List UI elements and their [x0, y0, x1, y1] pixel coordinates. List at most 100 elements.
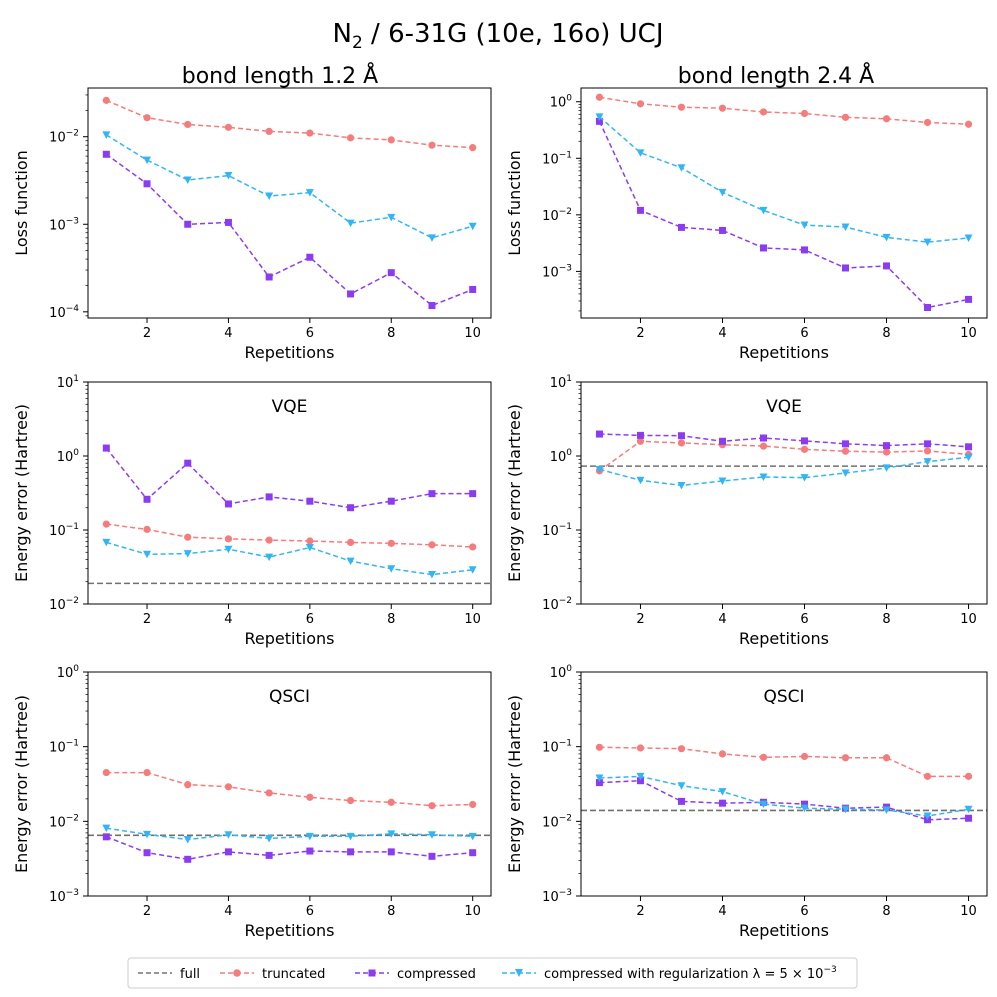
data-point-regularized — [427, 831, 436, 839]
legend-label-compressed: compressed — [397, 967, 476, 982]
x-tick-label: 10 — [464, 612, 481, 627]
data-point-regularized — [964, 453, 973, 462]
data-point-regularized — [346, 832, 355, 841]
data-point-truncated — [759, 442, 768, 450]
data-point-compressed — [965, 295, 973, 303]
data-point-truncated — [595, 93, 604, 101]
data-point-truncated — [224, 783, 233, 791]
plot-frame — [580, 671, 988, 897]
y-tick-label-exponent: 0 — [566, 448, 572, 458]
data-point-truncated — [224, 535, 233, 543]
data-point-truncated — [882, 754, 891, 762]
data-point-truncated — [636, 437, 645, 445]
x-tick-label: 10 — [960, 326, 977, 341]
panel-title: QSCI — [269, 687, 310, 707]
legend-marker-regularized — [515, 969, 523, 977]
y-tick-label: 10−1 — [49, 522, 79, 539]
x-tick-label: 2 — [143, 904, 151, 919]
data-point-truncated — [184, 120, 192, 129]
data-point-regularized — [595, 774, 604, 783]
y-tick-label-base: 10 — [49, 890, 66, 905]
y-tick-label-base: 10 — [542, 152, 559, 167]
data-point-regularized — [224, 831, 233, 839]
data-point-compressed — [347, 290, 355, 298]
figure-title-main: N — [333, 19, 352, 49]
y-tick-label-base: 10 — [49, 815, 66, 830]
x-tick-label: 2 — [143, 326, 151, 341]
y-tick-label-base: 10 — [57, 376, 74, 391]
data-point-truncated — [102, 96, 110, 104]
data-point-truncated — [387, 136, 395, 144]
y-tick-label: 10−2 — [49, 813, 79, 830]
y-tick-label-exponent: −1 — [66, 739, 79, 749]
data-point-compressed — [428, 852, 436, 860]
data-point-regularized — [305, 832, 314, 841]
data-point-regularized — [595, 113, 604, 121]
right-column-title: bond length 2.4 Å — [678, 62, 874, 89]
series-line-truncated — [599, 96, 969, 125]
data-point-regularized — [800, 804, 809, 813]
legend-label-regularized-main: compressed with regularization λ = 5 × 1… — [544, 967, 823, 982]
x-tick-label: 4 — [224, 612, 232, 627]
data-point-regularized — [759, 206, 768, 215]
data-point-compressed — [801, 246, 809, 254]
data-point-regularized — [923, 812, 932, 820]
x-tick-label: 8 — [882, 612, 890, 627]
data-point-regularized — [183, 836, 192, 844]
data-point-compressed — [801, 437, 809, 445]
data-point-truncated — [102, 520, 110, 528]
data-point-regularized — [636, 476, 645, 485]
y-tick-label: 100 — [57, 448, 80, 465]
y-axis-label: Energy error (Hartree) — [12, 695, 31, 873]
y-tick-label-exponent: −3 — [559, 263, 572, 273]
x-axis-label: Repetitions — [739, 921, 829, 940]
data-point-truncated — [306, 793, 314, 801]
y-tick-label-base: 10 — [542, 598, 559, 613]
y-tick-label: 10−3 — [542, 888, 572, 905]
data-point-regularized — [305, 544, 314, 552]
data-point-regularized — [183, 550, 192, 558]
data-point-regularized — [346, 557, 355, 566]
data-point-truncated — [677, 745, 686, 753]
panel-title: QSCI — [763, 687, 804, 707]
x-tick-label: 8 — [387, 326, 395, 341]
y-tick-label-base: 10 — [49, 524, 66, 539]
legend-marker-truncated — [233, 969, 241, 977]
y-tick-label: 10−1 — [49, 739, 79, 756]
data-point-compressed — [184, 459, 192, 467]
data-point-regularized — [882, 233, 891, 242]
left-column-title: bond length 1.2 Å — [182, 62, 378, 89]
x-axis-label: Repetitions — [739, 629, 829, 648]
data-point-truncated — [677, 103, 686, 111]
legend-label-full: full — [180, 967, 200, 982]
data-point-compressed — [718, 437, 726, 445]
data-point-regularized — [636, 772, 645, 781]
x-tick-label: 8 — [387, 612, 395, 627]
y-tick-label-base: 10 — [550, 96, 567, 111]
data-point-truncated — [428, 541, 436, 549]
plot-frame — [580, 87, 988, 319]
data-point-regularized — [468, 832, 477, 841]
data-point-regularized — [923, 458, 932, 466]
legend: full truncated compressed compressed wit… — [127, 957, 858, 989]
data-point-compressed — [387, 497, 395, 505]
series-line-truncated — [599, 440, 969, 472]
y-tick-label-base: 10 — [57, 450, 74, 465]
series-line-compressed — [598, 121, 969, 309]
series-line-compressed — [105, 153, 473, 307]
data-point-truncated — [595, 743, 604, 751]
legend-label-truncated: truncated — [262, 967, 325, 982]
y-tick-label-base: 10 — [542, 265, 559, 280]
y-tick-label-exponent: −3 — [559, 888, 572, 898]
series-line-compressed — [105, 447, 473, 509]
data-point-truncated — [923, 118, 932, 127]
y-tick-label: 100 — [57, 664, 80, 681]
data-point-compressed — [965, 814, 973, 822]
x-tick-label: 8 — [882, 904, 890, 919]
data-point-compressed — [347, 848, 355, 856]
data-point-compressed — [677, 797, 685, 805]
y-tick-label-base: 10 — [550, 450, 567, 465]
